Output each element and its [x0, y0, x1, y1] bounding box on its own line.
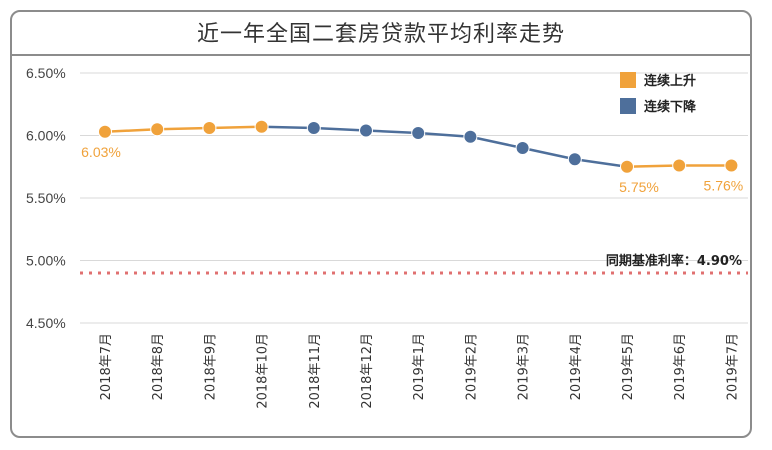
line-segment [104, 128, 158, 133]
y-tick-label: 6.50% [26, 65, 66, 81]
x-tick-label: 2018年8月 [151, 333, 166, 400]
legend-label: 连续上升 [644, 73, 696, 89]
legend-label: 连续下降 [644, 99, 697, 115]
title-bar: 近一年全国二套房贷款平均利率走势 [10, 10, 752, 56]
grid-lines [80, 72, 748, 324]
line-segment [261, 125, 314, 130]
x-tick-label: 2018年12月 [360, 333, 375, 409]
series-lines [104, 125, 732, 168]
data-label: 5.76% [704, 178, 744, 194]
x-tick-label: 2018年9月 [203, 333, 218, 400]
line-segment [626, 164, 680, 168]
x-tick-label: 2019年7月 [725, 333, 740, 400]
data-point [620, 159, 634, 174]
data-point [306, 121, 321, 135]
y-tick-label: 6.00% [26, 128, 66, 144]
data-point [411, 126, 426, 140]
x-tick-label: 2019年3月 [517, 333, 532, 400]
data-point [359, 123, 373, 138]
data-label: 5.75% [619, 179, 659, 195]
line-segment [157, 126, 210, 131]
x-tick-label: 2018年11月 [308, 333, 323, 409]
x-tick-label: 2019年5月 [621, 333, 636, 400]
x-tick-label: 2018年7月 [99, 333, 114, 400]
data-label: 6.03% [81, 144, 121, 160]
line-segment [313, 126, 367, 132]
x-axis-ticks: 2018年7月 2018年8月 2018年9月 2018年10月 2018年11月 201… [99, 333, 740, 409]
data-point [672, 158, 687, 173]
data-point [515, 141, 530, 155]
legend-swatch [620, 98, 636, 114]
line-segment [365, 129, 419, 135]
x-tick-label: 2019年2月 [464, 333, 479, 400]
data-point [567, 152, 582, 167]
y-tick-label: 4.50% [26, 315, 66, 331]
y-axis-ticks: 6.50% 6.00% 5.50% 5.00% 4.50% [26, 65, 66, 331]
x-tick-label: 2019年6月 [673, 333, 688, 400]
data-point [150, 122, 165, 137]
x-tick-label: 2019年4月 [569, 333, 584, 400]
y-tick-label: 5.00% [26, 253, 66, 269]
data-labels: 6.03% 5.75% 5.76% [81, 144, 743, 195]
legend-swatch [620, 72, 636, 88]
reference-line-label: 同期基准利率：4.90% [606, 253, 742, 269]
line-segment [209, 125, 262, 130]
data-point [463, 129, 478, 144]
x-tick-label: 2019年1月 [412, 333, 427, 400]
data-point [202, 121, 217, 135]
data-point [254, 119, 269, 134]
line-segment [470, 135, 523, 150]
y-tick-label: 5.50% [26, 190, 66, 206]
data-point [98, 124, 112, 139]
series-points [98, 119, 739, 174]
x-tick-label: 2018年10月 [256, 333, 271, 409]
line-segment [418, 131, 471, 138]
data-point [724, 158, 739, 173]
reference-line-group: 同期基准利率：4.90% [80, 253, 748, 275]
line-segment [574, 158, 628, 168]
chart-title: 近一年全国二套房贷款平均利率走势 [196, 22, 565, 47]
line-segment [522, 146, 576, 161]
